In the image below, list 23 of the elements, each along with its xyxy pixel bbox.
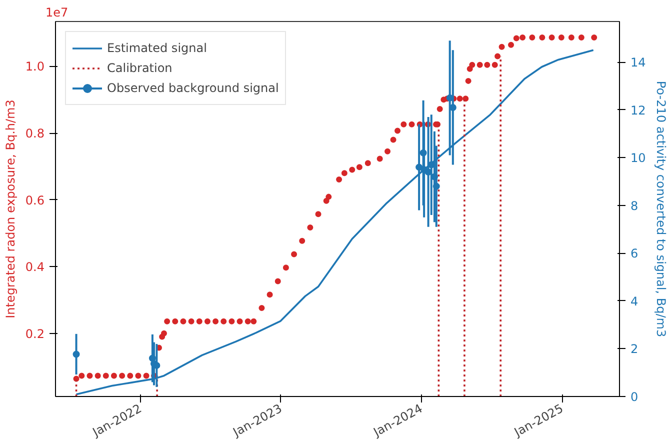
y2-tick-label: 4 <box>630 294 638 308</box>
y-axis-title: Integrated radon exposure, Bq.h/m3 <box>3 100 18 318</box>
y2-tick-label: 8 <box>630 198 638 213</box>
text: 1e7 <box>46 6 68 20</box>
point <box>72 350 80 358</box>
y2-tick-label: 2 <box>630 342 638 356</box>
point <box>420 149 427 156</box>
y-tick-label: 1.0 <box>25 60 45 74</box>
point <box>432 182 440 190</box>
y2-tick-label: 6 <box>630 246 638 261</box>
y-tick-label: 0.8 <box>25 126 45 141</box>
legend-label: Calibration <box>107 61 172 75</box>
y-tick-label: 0.2 <box>25 326 45 341</box>
y2-tick-label: 14 <box>630 56 646 70</box>
point <box>148 354 156 362</box>
y2-axis-title: Po-210 activity converted to signal, Bq/m3 <box>654 80 668 338</box>
y2-tick-label: 0 <box>630 390 638 404</box>
y-tick-label: 0.6 <box>25 193 45 208</box>
y2-tick-label: 10 <box>630 151 646 166</box>
legend-label: Observed background signal <box>107 81 279 95</box>
y-tick-label: 0.4 <box>25 260 45 274</box>
legend-label: Estimated signal <box>107 41 207 55</box>
y2-tick-label: 12 <box>630 103 646 118</box>
